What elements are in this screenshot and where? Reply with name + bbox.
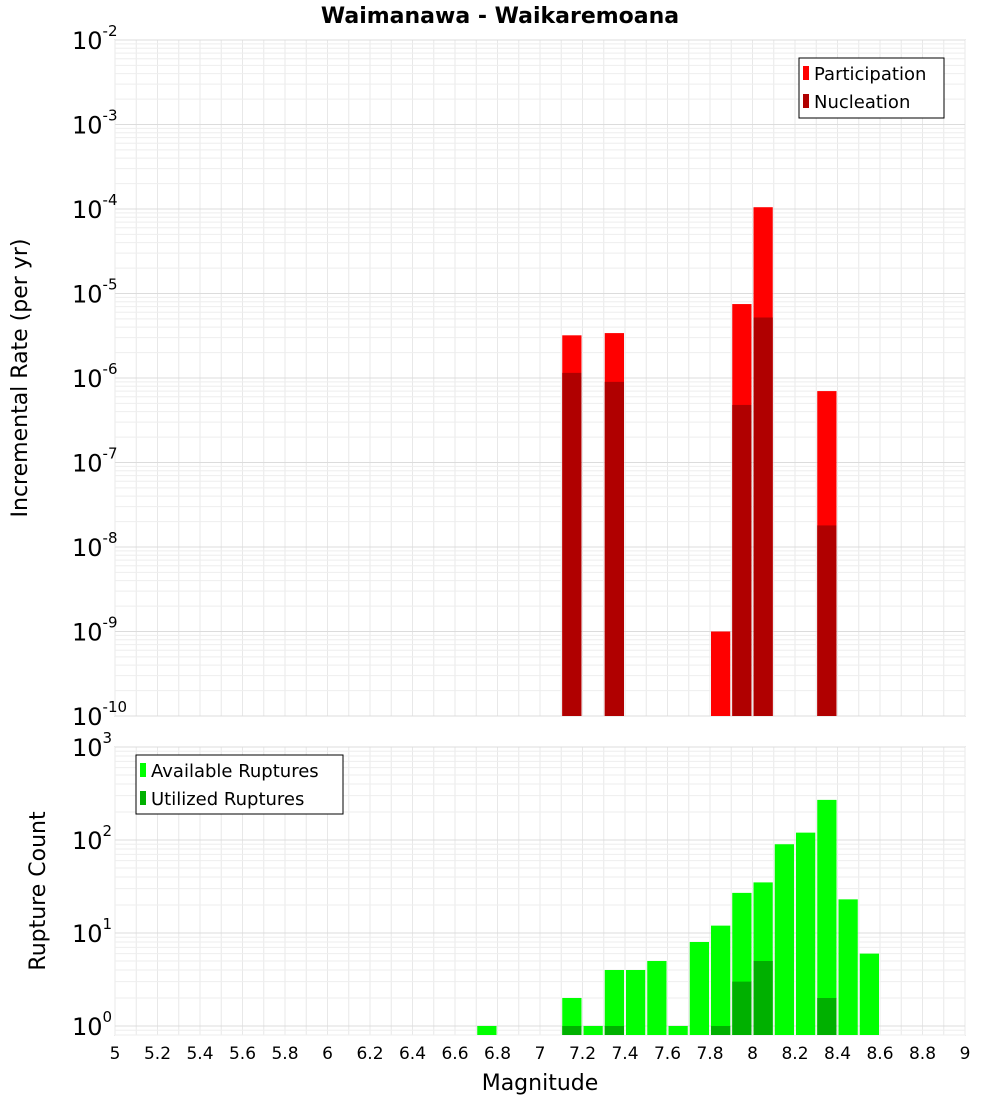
bar-available-ruptures — [838, 899, 858, 1035]
count-legend: Available Ruptures Utilized Ruptures — [135, 754, 344, 815]
y-tick-label: 10-6 — [72, 360, 118, 393]
bar-available-ruptures — [562, 997, 582, 1035]
rate-legend-box — [798, 57, 945, 119]
x-axis-label: Magnitude — [482, 1071, 599, 1096]
y-tick-label: 10-9 — [72, 614, 118, 647]
chart-title: Waimanawa - Waikaremoana — [321, 4, 679, 29]
utilized-legend-swatch — [140, 791, 146, 805]
x-tick-label: 5 — [110, 1044, 121, 1064]
x-tick-label: 6.2 — [356, 1044, 383, 1064]
bar-available-ruptures — [774, 844, 794, 1035]
bar-available-ruptures — [817, 799, 837, 1035]
rate-grid — [114, 39, 966, 717]
rate-bars — [562, 207, 837, 716]
available-legend-swatch — [140, 763, 146, 777]
y-tick-label: 100 — [72, 1008, 112, 1041]
rate-y-axis-label: Incremental Rate (per yr) — [8, 239, 33, 518]
x-tick-label: 5.6 — [229, 1044, 256, 1064]
bar-available-ruptures — [689, 942, 709, 1035]
bar-available-ruptures — [796, 832, 816, 1035]
y-tick-label: 10-8 — [72, 529, 118, 562]
count-panel: 103 102 101 100 5 5.2 5.4 5.6 5.8 6 6.2 6.4 6.6 6.8 7… — [26, 729, 970, 1096]
x-tick-label: 8.2 — [781, 1044, 808, 1064]
rate-y-ticks: 10-2 10-3 10-4 10-5 10-6 10-7 10-8 10-9 10-10 — [72, 22, 127, 731]
bar-available-ruptures — [477, 1025, 497, 1035]
x-tick-label: 9 — [960, 1044, 971, 1064]
count-y-ticks: 103 102 101 100 — [72, 729, 112, 1041]
count-bars — [477, 799, 879, 1035]
bar-available-ruptures — [668, 1025, 688, 1035]
bar-utilized-ruptures — [711, 1025, 731, 1035]
y-tick-label: 102 — [72, 822, 112, 855]
bar-participation — [711, 631, 731, 716]
x-tick-label: 8.8 — [909, 1044, 936, 1064]
nucleation-legend-label: Nucleation — [814, 92, 910, 113]
x-tick-label: 7.6 — [654, 1044, 681, 1064]
x-tick-label: 5.4 — [186, 1044, 213, 1064]
x-tick-label: 7.2 — [569, 1044, 596, 1064]
x-tick-label: 6.8 — [484, 1044, 511, 1064]
x-tick-label: 6.4 — [399, 1044, 426, 1064]
bar-nucleation — [732, 404, 752, 716]
y-tick-label: 10-2 — [72, 22, 118, 55]
bar-available-ruptures — [604, 969, 624, 1035]
x-tick-label: 5.2 — [144, 1044, 171, 1064]
count-legend-box — [135, 754, 344, 815]
x-tick-label: 7.4 — [611, 1044, 638, 1064]
rate-panel: 10-2 10-3 10-4 10-5 10-6 10-7 10-8 10-9 10-10 In… — [8, 22, 966, 731]
bar-available-ruptures — [626, 969, 646, 1035]
bar-nucleation — [562, 372, 582, 716]
participation-legend-label: Participation — [814, 64, 926, 85]
bar-utilized-ruptures — [562, 1025, 582, 1035]
y-tick-label: 101 — [72, 915, 112, 948]
y-tick-label: 10-7 — [72, 445, 118, 478]
bar-nucleation — [817, 525, 837, 716]
x-tick-label: 8.6 — [866, 1044, 893, 1064]
bar-available-ruptures — [583, 1025, 603, 1035]
available-legend-label: Available Ruptures — [151, 761, 319, 782]
x-tick-label: 5.8 — [271, 1044, 298, 1064]
y-tick-label: 10-3 — [72, 107, 118, 140]
x-tick-label: 7.8 — [696, 1044, 723, 1064]
bar-utilized-ruptures — [732, 981, 752, 1035]
bar-nucleation — [604, 381, 624, 716]
bar-utilized-ruptures — [817, 997, 837, 1035]
x-tick-label: 6 — [322, 1044, 333, 1064]
y-tick-label: 10-4 — [72, 191, 118, 224]
y-tick-label: 10-10 — [72, 698, 127, 731]
bar-nucleation — [753, 317, 773, 716]
count-y-axis-label: Rupture Count — [26, 811, 51, 971]
bar-available-ruptures — [647, 960, 667, 1035]
count-x-ticks: 5 5.2 5.4 5.6 5.8 6 6.2 6.4 6.6 6.8 7 7.2 7.4 7.6 7.8 8… — [110, 1044, 971, 1064]
bar-utilized-ruptures — [604, 1025, 624, 1035]
x-tick-label: 8.4 — [824, 1044, 851, 1064]
utilized-legend-label: Utilized Ruptures — [151, 789, 304, 810]
x-tick-label: 6.6 — [441, 1044, 468, 1064]
bar-utilized-ruptures — [753, 960, 773, 1035]
x-tick-label: 7 — [535, 1044, 546, 1064]
y-tick-label: 103 — [72, 729, 112, 762]
bar-available-ruptures — [859, 953, 879, 1035]
participation-legend-swatch — [803, 66, 809, 80]
rate-legend: Participation Nucleation — [798, 57, 945, 119]
x-tick-label: 8 — [747, 1044, 758, 1064]
y-tick-label: 10-5 — [72, 276, 118, 309]
bar-available-ruptures — [711, 925, 731, 1035]
nucleation-legend-swatch — [803, 94, 809, 108]
